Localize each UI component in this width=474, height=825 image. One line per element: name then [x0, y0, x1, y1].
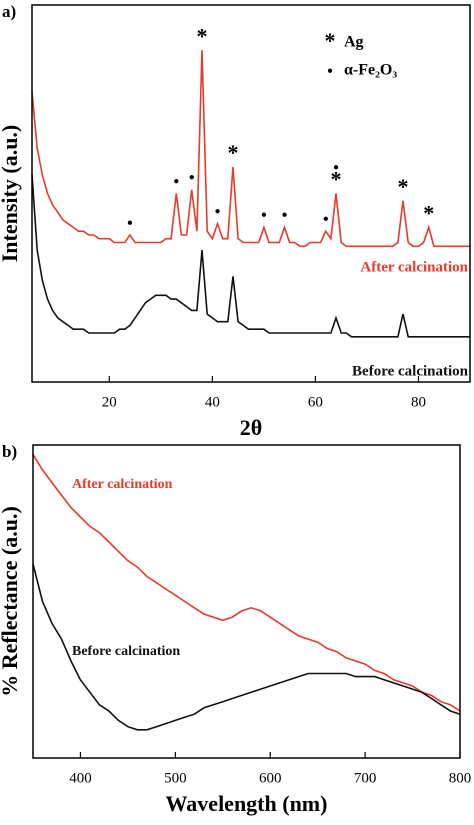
legend-symbol: *	[325, 28, 336, 53]
series-label: After calcination	[360, 259, 468, 275]
x-tick-label: 600	[259, 770, 282, 786]
series-line	[31, 50, 470, 248]
peak-marker: ●	[214, 206, 220, 217]
series-label: Before calcination	[352, 363, 469, 379]
peak-marker: *	[197, 23, 208, 48]
y-axis-title: Intensity (a.u.)	[0, 125, 22, 263]
plot-frame	[31, 4, 471, 383]
panel-label: b)	[2, 442, 17, 461]
plot-frame	[32, 444, 461, 759]
peak-marker: *	[398, 174, 409, 199]
x-tick-label: 40	[205, 394, 220, 410]
x-tick-label: 500	[164, 770, 187, 786]
peak-marker: ●	[333, 162, 339, 173]
peak-marker: *	[227, 140, 238, 165]
series-line	[32, 453, 461, 712]
peak-marker: ●	[127, 217, 133, 228]
peak-marker: ●	[281, 210, 287, 221]
peak-marker: *	[331, 167, 342, 192]
x-tick-label: 60	[308, 394, 323, 410]
peak-marker: ●	[189, 172, 195, 183]
x-tick-label: 700	[354, 770, 377, 786]
x-tick-label: 800	[449, 770, 472, 786]
legend-label: α-Fe₂O₃	[344, 62, 397, 79]
series-label: After calcination	[72, 477, 173, 492]
series-line	[32, 563, 461, 731]
peak-marker: ●	[173, 176, 179, 187]
series-label: Before calcination	[72, 644, 180, 659]
x-axis-title: Wavelength (nm)	[166, 791, 328, 816]
legend-symbol: ●	[327, 65, 333, 76]
peak-marker: *	[423, 200, 434, 225]
x-tick-label: 400	[69, 770, 92, 786]
y-axis-title: % Reflectance (a.u.)	[0, 506, 22, 697]
peak-marker: ●	[323, 213, 329, 224]
x-axis-title: 2θ	[240, 415, 262, 440]
panel-label: a)	[2, 2, 16, 21]
x-tick-label: 80	[411, 394, 426, 410]
x-tick-label: 20	[102, 394, 117, 410]
series-line	[31, 174, 470, 338]
peak-marker: ●	[261, 210, 267, 221]
legend-label: Ag	[344, 34, 364, 51]
